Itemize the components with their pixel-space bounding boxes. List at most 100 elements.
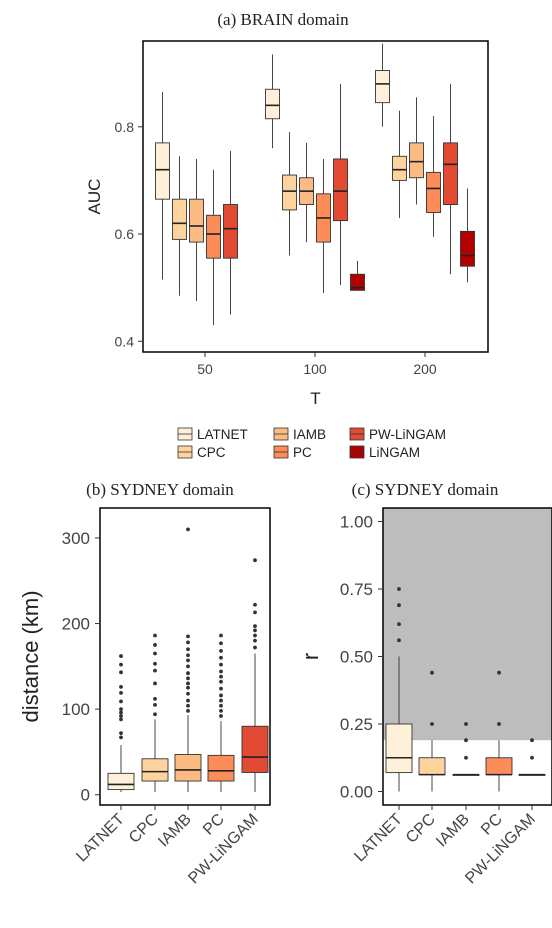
chart-c-box-PW-LiNGAM-outlier-1 xyxy=(530,738,534,743)
chart-a-box-LiNGAM-100 xyxy=(350,260,365,291)
chart-b-box-PC xyxy=(207,633,235,793)
chart-b-box-IAMB-outlier-11 xyxy=(186,647,190,652)
chart-a-box-LATNET-100 xyxy=(265,54,280,149)
chart-a-box-IAMB-100 xyxy=(299,142,314,243)
chart-b-box-IAMB-outlier-14 xyxy=(186,527,190,532)
chart-c-box-CPC-box xyxy=(418,757,446,776)
chart-a-xlabel: T xyxy=(310,389,320,408)
chart-b-box-PW-LiNGAM-outlier-2 xyxy=(253,633,257,638)
chart-b-box-IAMB-outlier-1 xyxy=(186,703,190,708)
chart-b-box-PW-LiNGAM-outlier-5 xyxy=(253,610,257,615)
chart-b-box-IAMB-outlier-7 xyxy=(186,671,190,676)
chart-b-box-LATNET-outlier-8 xyxy=(119,684,123,689)
chart-b-box-LATNET-box xyxy=(107,772,135,791)
chart-b-box-PW-LiNGAM-box xyxy=(241,725,269,773)
chart-c-box-LATNET-outlier-3 xyxy=(397,587,401,591)
chart-b-box-PC-outlier-1 xyxy=(219,708,223,713)
legend-label-PC: PC xyxy=(293,445,312,460)
chart-c-box-CPC-outlier-1 xyxy=(430,670,434,675)
chart-b-box-IAMB-outlier-10 xyxy=(186,653,190,658)
chart-b-box-LATNET-outlier-1 xyxy=(119,731,123,736)
chart-a-ytick-label: 0.6 xyxy=(115,226,135,242)
chart-b-box-CPC-outlier-3 xyxy=(153,681,157,686)
chart-c-box-IAMB-outlier-1 xyxy=(464,738,468,743)
chart-c-ytick-label: 0.50 xyxy=(340,648,373,667)
chart-a-box-PC-200-box xyxy=(426,171,441,214)
chart-c-box-IAMB xyxy=(452,722,480,776)
chart-c-xtick-label: CPC xyxy=(403,811,439,847)
chart-b-box-CPC-box xyxy=(141,758,169,782)
chart-a-box-PW-LiNGAM-50-box xyxy=(223,204,238,259)
chart-b-box-PC-outlier-7 xyxy=(219,674,223,679)
chart-b-xtick-label: IAMB xyxy=(155,811,195,851)
chart-b-ylabel: distance (km) xyxy=(18,590,43,722)
chart-c-title: (c) SYDNEY domain xyxy=(352,480,499,499)
chart-b-box-CPC-outlier-0 xyxy=(153,712,157,717)
chart-a-box-LATNET-50 xyxy=(155,91,170,280)
chart-a-box-CPC-50 xyxy=(172,156,187,296)
chart-a-box-PW-LiNGAM-200-box xyxy=(443,142,458,205)
chart-a-box-CPC-200-box xyxy=(392,155,407,181)
chart-c-ytick-label: 0.75 xyxy=(340,580,373,599)
chart-a-box-LATNET-100-box xyxy=(265,88,280,120)
chart-b-box-LATNET xyxy=(107,654,135,793)
chart-b-box-PC-outlier-13 xyxy=(219,633,223,638)
chart-b-box-IAMB-outlier-13 xyxy=(186,634,190,639)
chart-a-box-PC-50-box xyxy=(206,214,221,259)
chart-b-box-CPC-outlier-1 xyxy=(153,702,157,707)
chart-c-ylabel: r xyxy=(298,653,323,660)
chart-b-box-PC-outlier-10 xyxy=(219,655,223,660)
chart-b-xtick-label: PC xyxy=(200,811,228,839)
chart-a-box-PW-LiNGAM-200 xyxy=(443,83,458,275)
chart-c-box-LATNET-box xyxy=(385,723,413,774)
chart-b-ytick-label: 300 xyxy=(62,529,90,548)
chart-b-box-CPC-outlier-7 xyxy=(153,643,157,647)
legend-label-LiNGAM: LiNGAM xyxy=(369,445,420,460)
chart-a-box-CPC-100 xyxy=(282,132,297,256)
chart-a-ytick-label: 0.8 xyxy=(115,119,135,135)
chart-b-box-PW-LiNGAM-outlier-1 xyxy=(253,638,257,643)
chart-a-box-LiNGAM-200-box xyxy=(460,230,475,267)
chart-b-xtick-label: LATNET xyxy=(73,811,128,866)
chart-a-box-IAMB-200-box xyxy=(409,142,424,179)
chart-b-box-PC-outlier-2 xyxy=(219,703,223,708)
legend-label-IAMB: IAMB xyxy=(293,427,326,442)
chart-b-box-PC-outlier-11 xyxy=(219,649,223,653)
chart-b-box-CPC-outlier-5 xyxy=(153,661,157,666)
chart-b-box-PC-outlier-4 xyxy=(219,693,223,698)
chart-b-box-LATNET-outlier-10 xyxy=(119,662,123,667)
chart-b-box-IAMB-outlier-2 xyxy=(186,698,190,703)
chart-b-box-LATNET-outlier-4 xyxy=(119,710,123,715)
chart-b-box-PW-LiNGAM-outlier-7 xyxy=(253,558,257,563)
chart-a-xtick-label: 200 xyxy=(413,361,437,377)
chart-b-box-LATNET-outlier-5 xyxy=(119,707,123,712)
chart-b-box-PC-outlier-12 xyxy=(219,641,223,646)
chart-b-box-CPC-outlier-6 xyxy=(153,651,157,656)
chart-b-box-PC-outlier-9 xyxy=(219,662,223,667)
chart-b-box-IAMB-box xyxy=(174,754,202,782)
chart-c-box-IAMB-outlier-2 xyxy=(464,722,468,726)
chart-b-title: (b) SYDNEY domain xyxy=(86,480,234,499)
chart-b-box-IAMB-outlier-5 xyxy=(186,681,190,686)
chart-a-box-LiNGAM-100-box xyxy=(350,273,365,291)
legend-label-PW-LiNGAM: PW-LiNGAM xyxy=(369,427,446,442)
chart-c-xtick-label: LATNET xyxy=(351,811,406,866)
chart-c-box-LATNET-outlier-2 xyxy=(397,603,401,608)
chart-b-xtick-label: CPC xyxy=(126,811,162,847)
chart-a-box-CPC-100-box xyxy=(282,174,297,211)
chart-a-box-IAMB-50-box xyxy=(189,198,204,243)
chart-c-box-PC-outlier-0 xyxy=(497,722,501,726)
chart-c-box-CPC xyxy=(418,670,446,792)
chart-b-box-LATNET-outlier-0 xyxy=(119,735,123,740)
chart-b-box-PW-LiNGAM-outlier-4 xyxy=(253,624,257,629)
chart-a-box-CPC-50-box xyxy=(172,198,187,240)
chart-c-xtick-label: PC xyxy=(478,811,506,839)
chart-b-box-PC-outlier-6 xyxy=(219,679,223,684)
chart-b-box-IAMB-outlier-8 xyxy=(186,664,190,669)
chart-a-xtick-label: 100 xyxy=(303,361,327,377)
chart-a-box-PC-100 xyxy=(316,158,331,294)
chart-b-box-IAMB xyxy=(174,527,202,793)
chart-c-box-PC-box xyxy=(485,757,513,776)
chart-b-box-CPC xyxy=(141,633,169,793)
